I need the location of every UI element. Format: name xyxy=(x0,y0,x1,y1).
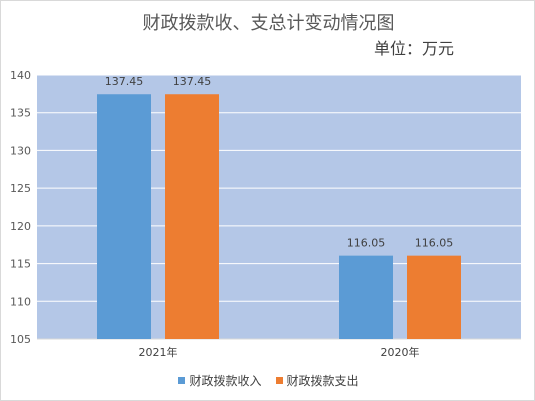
y-tick-label: 130 xyxy=(10,144,31,157)
y-tick-label: 120 xyxy=(10,220,31,233)
y-tick-label: 110 xyxy=(10,295,31,308)
chart-title: 财政拨款收、支总计变动情况图 xyxy=(142,13,395,34)
legend-label-expense: 财政拨款支出 xyxy=(286,374,359,388)
data-label: 137.45 xyxy=(105,75,144,88)
x-tick-label: 2021年 xyxy=(139,345,178,359)
y-tick-label: 125 xyxy=(10,182,31,195)
legend-swatch-expense xyxy=(275,377,283,384)
x-tick-label: 2020年 xyxy=(381,345,420,359)
y-tick-label: 105 xyxy=(10,333,31,346)
legend-swatch-income xyxy=(178,377,186,384)
chart-subtitle: 单位：万元 xyxy=(373,39,454,58)
bar xyxy=(407,255,461,339)
chart-legend: 财政拨款收入 财政拨款支出 xyxy=(1,372,534,389)
legend-item-expense: 财政拨款支出 xyxy=(275,372,359,389)
data-label: 137.45 xyxy=(173,75,212,88)
bar xyxy=(97,94,151,339)
bar xyxy=(339,255,393,339)
data-label: 116.05 xyxy=(415,237,454,250)
legend-label-income: 财政拨款收入 xyxy=(189,374,262,388)
bar xyxy=(165,94,219,339)
y-tick-label: 115 xyxy=(10,258,31,271)
y-tick-label: 140 xyxy=(10,69,31,82)
y-tick-label: 135 xyxy=(10,107,31,120)
data-label: 116.05 xyxy=(347,237,386,250)
legend-item-income: 财政拨款收入 xyxy=(178,372,262,389)
